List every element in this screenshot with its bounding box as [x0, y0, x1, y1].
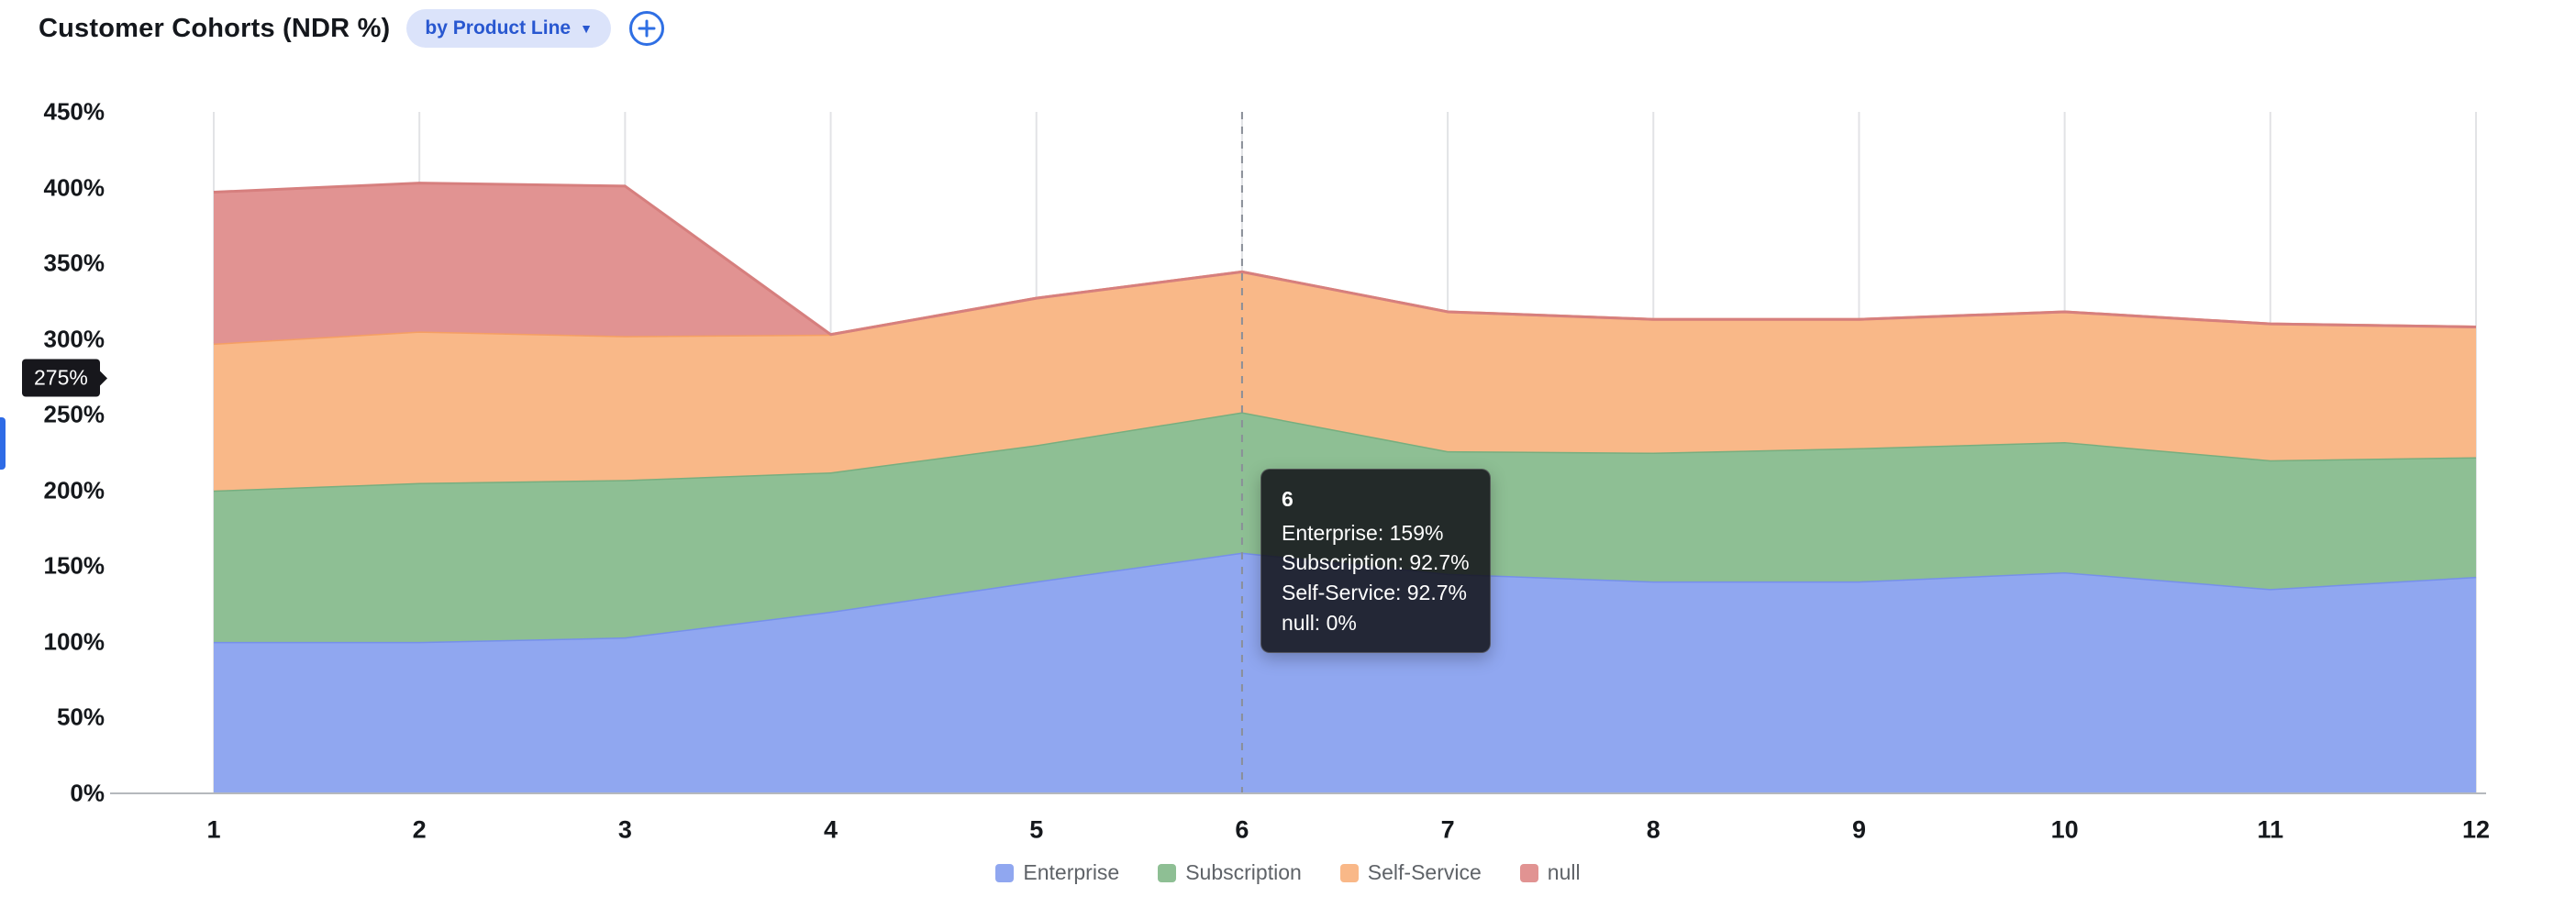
- legend-item-self-service[interactable]: Self-Service: [1339, 860, 1482, 885]
- legend-label: Subscription: [1185, 860, 1302, 884]
- legend-item-null[interactable]: null: [1519, 860, 1581, 885]
- chevron-down-icon: ▼: [580, 21, 593, 36]
- chart-tooltip: 6 Enterprise: 159% Subscription: 92.7% S…: [1260, 469, 1491, 654]
- chart-header: Customer Cohorts (NDR %) by Product Line…: [39, 7, 666, 50]
- legend-label: Enterprise: [1023, 860, 1120, 884]
- plus-circle-icon: [628, 11, 664, 46]
- legend-swatch-self-service: [1339, 863, 1359, 882]
- legend-label: Self-Service: [1367, 860, 1482, 884]
- group-by-dropdown[interactable]: by Product Line ▼: [406, 9, 611, 48]
- legend-swatch-null: [1519, 863, 1538, 882]
- tooltip-row: Subscription: 92.7%: [1282, 550, 1470, 575]
- chart-title: Customer Cohorts (NDR %): [39, 13, 391, 43]
- tooltip-row: Self-Service: 92.7%: [1282, 580, 1467, 604]
- tooltip-row: Enterprise: 159%: [1282, 520, 1444, 545]
- legend-item-enterprise[interactable]: Enterprise: [995, 860, 1119, 885]
- tooltip-row: null: 0%: [1282, 610, 1357, 635]
- chart-legend: Enterprise Subscription Self-Service nul…: [0, 860, 2576, 885]
- add-metric-button[interactable]: [627, 9, 666, 48]
- legend-item-subscription[interactable]: Subscription: [1158, 860, 1302, 885]
- left-edge-indicator: [0, 417, 6, 470]
- group-by-label: by Product Line: [425, 17, 572, 39]
- y-axis-hover-label: 275%: [22, 359, 100, 397]
- legend-label: null: [1547, 860, 1581, 884]
- legend-swatch-enterprise: [995, 863, 1015, 882]
- tooltip-title: 6: [1282, 487, 1294, 511]
- legend-swatch-subscription: [1158, 863, 1177, 882]
